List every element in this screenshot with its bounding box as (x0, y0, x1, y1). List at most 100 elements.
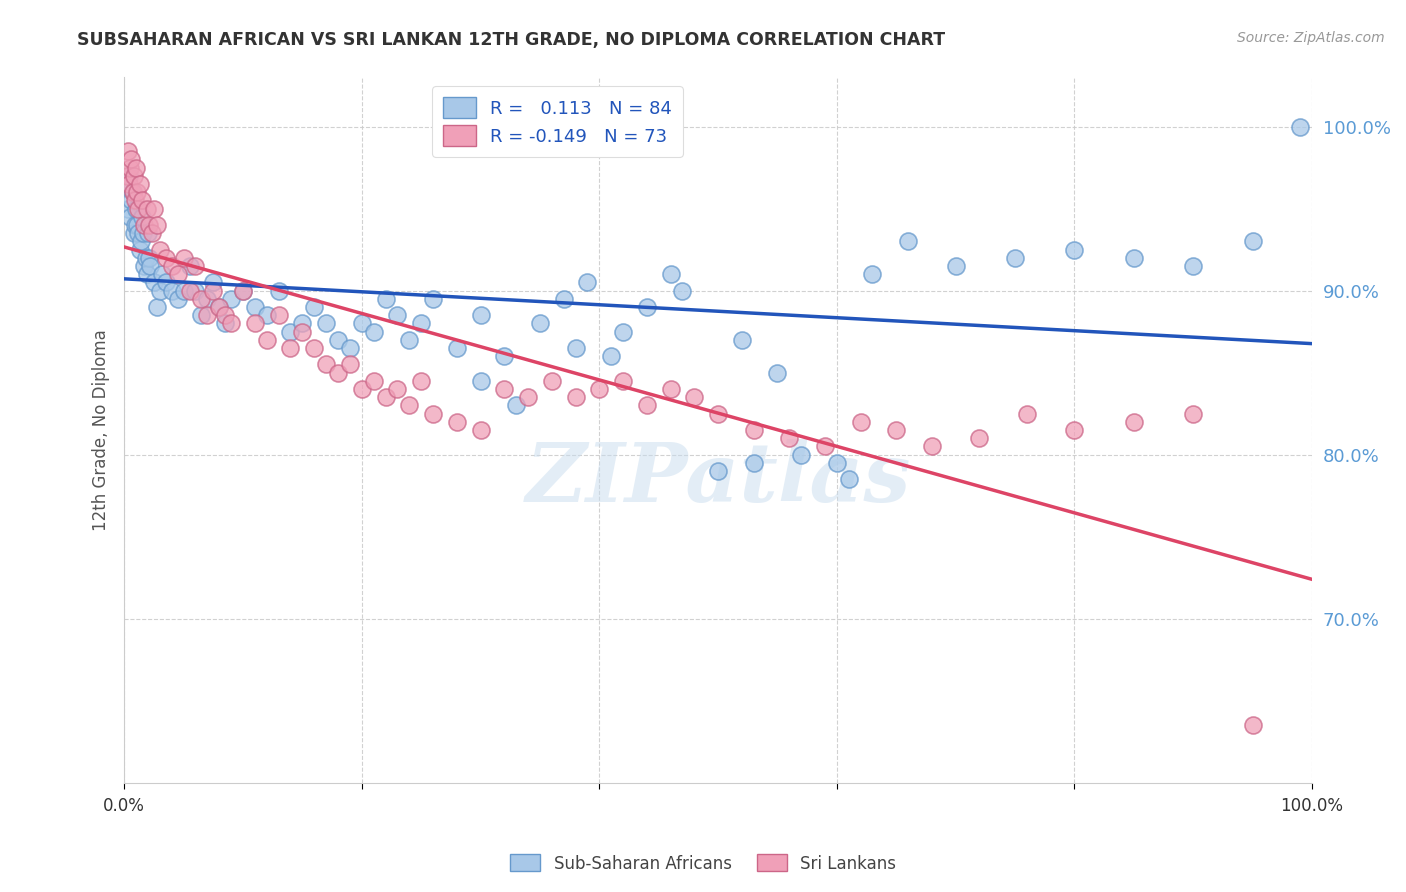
Point (166, 267, 188, 281)
Point (134, 259, 156, 273)
Point (576, 276, 599, 290)
Point (117, 202, 139, 216)
Point (398, 399, 420, 413)
Point (387, 308, 409, 322)
Point (267, 284, 290, 298)
Point (214, 308, 236, 322)
Point (315, 358, 337, 372)
Point (1182, 407, 1205, 421)
Point (588, 382, 610, 396)
Point (243, 300, 266, 314)
Point (208, 300, 231, 314)
Point (564, 390, 586, 404)
Point (553, 292, 575, 306)
Point (470, 374, 492, 388)
Point (139, 259, 162, 273)
Point (184, 259, 207, 273)
Point (124, 194, 146, 208)
Point (422, 292, 444, 306)
Point (1004, 251, 1026, 265)
Point (945, 259, 967, 273)
Point (202, 284, 225, 298)
Point (115, 169, 138, 183)
Point (184, 284, 207, 298)
Point (564, 341, 586, 355)
Point (363, 325, 385, 339)
Point (814, 440, 837, 454)
Point (125, 161, 148, 175)
Point (208, 300, 231, 314)
Point (173, 251, 195, 265)
Point (117, 145, 139, 159)
Point (127, 218, 149, 232)
Point (190, 308, 212, 322)
Point (969, 431, 991, 445)
Point (825, 456, 848, 470)
Point (127, 202, 149, 216)
Point (659, 382, 682, 396)
Point (1241, 235, 1264, 249)
Point (195, 308, 218, 322)
Point (256, 333, 278, 347)
Point (127, 226, 149, 240)
Point (1241, 718, 1264, 732)
Point (138, 218, 160, 232)
Point (326, 366, 349, 380)
Point (179, 259, 201, 273)
Point (778, 431, 800, 445)
Point (422, 407, 444, 421)
Point (636, 300, 658, 314)
Point (1122, 415, 1144, 429)
Point (470, 423, 492, 437)
Point (136, 226, 159, 240)
Point (683, 390, 706, 404)
Point (219, 292, 242, 306)
Point (122, 226, 145, 240)
Point (195, 292, 218, 306)
Point (387, 382, 409, 396)
Point (291, 317, 314, 331)
Point (304, 300, 326, 314)
Point (124, 218, 146, 232)
Point (1015, 407, 1038, 421)
Point (291, 325, 314, 339)
Point (540, 374, 562, 388)
Point (120, 161, 142, 175)
Point (411, 317, 433, 331)
Point (142, 276, 165, 290)
Point (121, 186, 143, 200)
Point (128, 177, 150, 191)
Point (160, 259, 183, 273)
Point (731, 333, 754, 347)
Point (125, 202, 148, 216)
Point (267, 308, 290, 322)
Point (742, 456, 765, 470)
Point (339, 341, 361, 355)
Text: SUBSAHARAN AFRICAN VS SRI LANKAN 12TH GRADE, NO DIPLOMA CORRELATION CHART: SUBSAHARAN AFRICAN VS SRI LANKAN 12TH GR… (77, 31, 945, 49)
Point (636, 399, 658, 413)
Point (849, 415, 872, 429)
Point (202, 276, 225, 290)
Point (707, 464, 730, 478)
Point (280, 325, 302, 339)
Point (494, 382, 516, 396)
Point (132, 226, 155, 240)
Point (529, 317, 551, 331)
Point (612, 374, 634, 388)
Point (160, 284, 183, 298)
Point (232, 284, 254, 298)
Y-axis label: 12th Grade, No Diploma: 12th Grade, No Diploma (93, 329, 110, 531)
Point (243, 317, 266, 331)
Point (120, 210, 142, 224)
Point (612, 325, 634, 339)
Point (149, 284, 172, 298)
Point (146, 300, 169, 314)
Point (122, 169, 145, 183)
Point (166, 292, 188, 306)
Point (118, 177, 141, 191)
Text: ZIPatlas: ZIPatlas (526, 440, 911, 519)
Point (790, 448, 813, 462)
Point (138, 251, 160, 265)
Point (173, 284, 195, 298)
Point (350, 317, 373, 331)
